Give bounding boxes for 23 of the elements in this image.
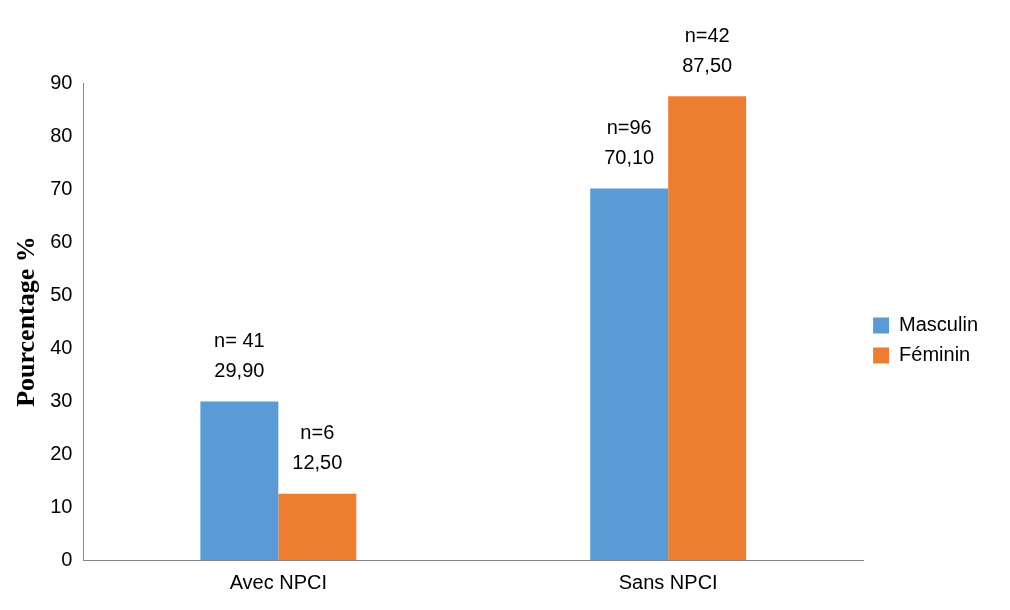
y-tick-label: 60 [50, 229, 73, 252]
y-tick-label: 30 [50, 388, 73, 411]
data-label: n= 41 29,90 [214, 329, 265, 382]
bar [200, 401, 279, 560]
bar [590, 188, 669, 560]
y-tick-label: 20 [50, 441, 73, 464]
y-tick-label: 90 [50, 70, 73, 93]
bar [278, 493, 357, 560]
legend-label: Féminin [899, 343, 971, 366]
x-tick-label: Sans NPCI [618, 570, 718, 593]
y-tick-label: 0 [61, 547, 73, 570]
data-label: n=96 70,10 [604, 115, 655, 168]
legend-label: Masculin [899, 313, 979, 336]
data-label: n=6 12,50 [292, 421, 343, 474]
bar [668, 96, 747, 560]
x-tick-label: Avec NPCI [229, 570, 328, 593]
y-tick-label: 50 [50, 282, 73, 305]
y-tick-label: 40 [50, 335, 73, 358]
y-axis-title: Pourcentage % [11, 236, 41, 407]
y-tick-label: 10 [50, 494, 73, 517]
data-label: n=42 87,50 [682, 23, 733, 76]
y-tick-label: 70 [50, 176, 73, 199]
y-tick-label: 80 [50, 123, 73, 146]
